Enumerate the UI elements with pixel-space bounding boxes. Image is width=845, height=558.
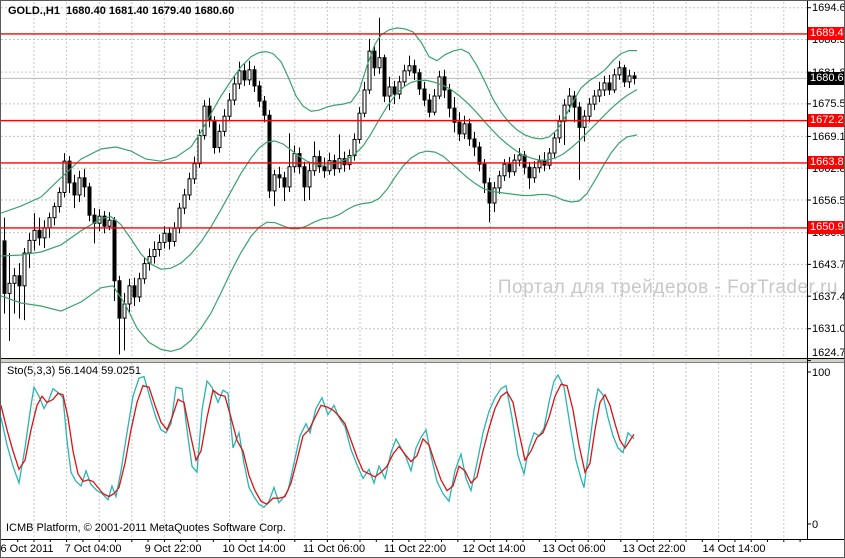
time-tick-label: 11 Oct 22:00 bbox=[383, 543, 447, 555]
time-tick-label: 13 Oct 22:00 bbox=[622, 543, 686, 555]
symbol-ohlc-title: GOLD.,H1 1680.40 1681.40 1679.40 1680.60 bbox=[8, 5, 235, 17]
price-level-badge: 1672.23 bbox=[808, 114, 844, 128]
time-scale[interactable] bbox=[1, 539, 844, 557]
time-tick-label: 14 Oct 14:00 bbox=[702, 543, 766, 555]
time-tick-label: 10 Oct 14:00 bbox=[222, 543, 286, 555]
time-tick-label: 11 Oct 06:00 bbox=[302, 543, 366, 555]
time-tick-label: 9 Oct 22:00 bbox=[144, 543, 202, 555]
current-price-badge: 1680.60 bbox=[808, 71, 844, 85]
time-tick-label: 12 Oct 14:00 bbox=[462, 543, 526, 555]
main-chart-pane[interactable] bbox=[1, 1, 807, 359]
price-level-badge: 1689.40 bbox=[808, 27, 844, 41]
price-level-badge: 1663.85 bbox=[808, 156, 844, 170]
stochastic-indicator-label: Sto(5,3,3) 56.1404 59.0251 bbox=[7, 365, 141, 377]
time-tick-label: 7 Oct 04:00 bbox=[64, 543, 122, 555]
price-tick-label: 1637.45 bbox=[812, 290, 844, 303]
price-tick-label: 1656.50 bbox=[812, 194, 844, 207]
price-level-badge: 1650.97 bbox=[808, 221, 844, 235]
stochastic-tick-label: 0 bbox=[812, 518, 819, 531]
watermark: Портал для трейдеров - ForTrader.ru bbox=[497, 277, 838, 298]
stochastic-tick-label: 100 bbox=[812, 366, 831, 379]
price-tick-label: 1643.75 bbox=[812, 258, 844, 271]
time-tick-label: 13 Oct 06:00 bbox=[542, 543, 606, 555]
price-tick-label: 1675.55 bbox=[812, 98, 844, 111]
platform-copyright: ICMB Platform, © 2001-2011 MetaQuotes So… bbox=[6, 522, 286, 534]
price-scale[interactable] bbox=[807, 1, 844, 539]
stochastic-pane[interactable] bbox=[1, 363, 807, 539]
time-tick-label: 6 Oct 2011 bbox=[0, 543, 54, 555]
price-tick-label: 1624.70 bbox=[812, 346, 844, 359]
price-tick-label: 1694.60 bbox=[812, 2, 844, 15]
price-tick-label: 1669.10 bbox=[812, 130, 844, 143]
price-tick-label: 1631.00 bbox=[812, 323, 844, 336]
